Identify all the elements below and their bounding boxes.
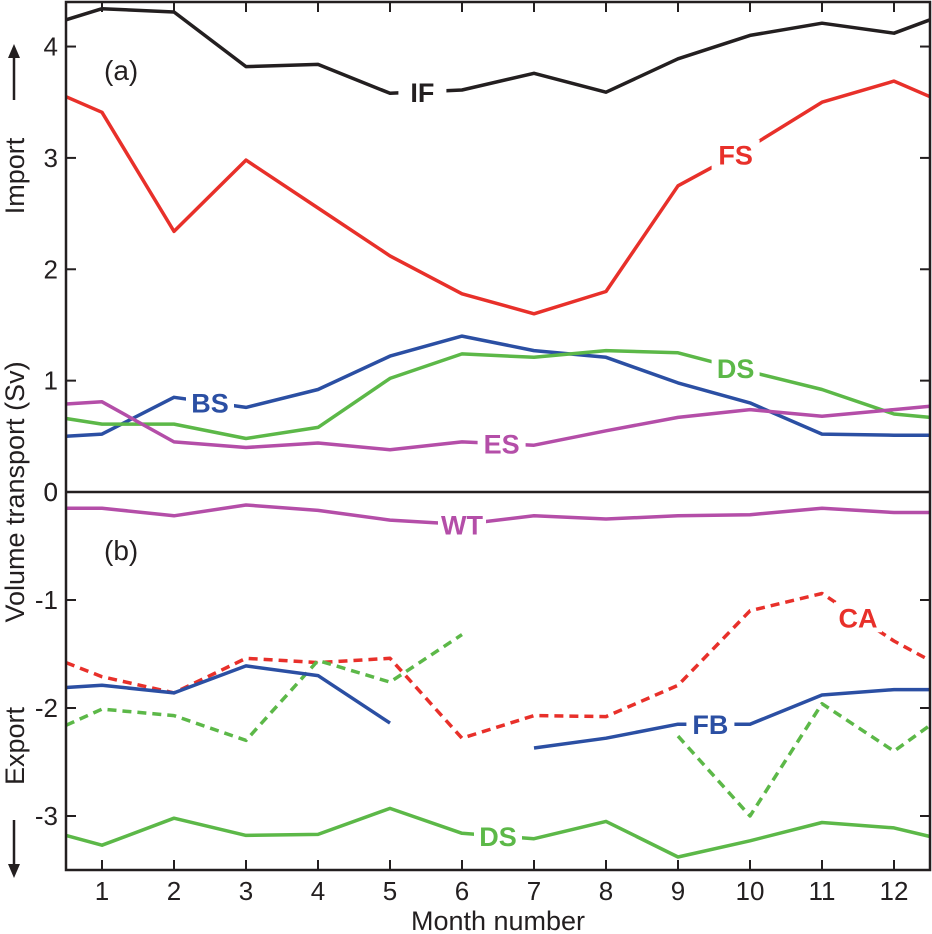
x-tick-label: 7: [527, 876, 541, 906]
series-line-if-a: [65, 6, 931, 96]
y-tick-label: 1: [44, 366, 58, 396]
series-label-fb: FB: [692, 710, 728, 740]
y-tick-label: 0: [44, 477, 58, 507]
series-label-ds: DS: [479, 822, 517, 852]
import-label: Import: [0, 137, 30, 214]
x-tick-label: 2: [167, 876, 181, 906]
x-tick-label: 3: [239, 876, 253, 906]
series-line-fs-a: [65, 79, 931, 316]
x-tick-label: 6: [455, 876, 469, 906]
series-line-fb-b: [533, 687, 930, 750]
series-label-fs: FS: [718, 141, 753, 171]
y-tick-label: 4: [44, 32, 58, 62]
x-tick-label: 8: [599, 876, 613, 906]
panel-b-label: (b): [104, 535, 138, 566]
series-label-gap: [711, 352, 760, 383]
series-line-fb-b: [65, 664, 391, 725]
x-tick-label: 11: [809, 876, 836, 906]
down-arrow-icon: [8, 864, 20, 878]
x-tick-label: 9: [671, 876, 685, 906]
y-tick-label: -3: [35, 801, 58, 831]
up-arrow-icon: [8, 44, 20, 58]
y-tick-label: -1: [35, 585, 58, 615]
series-label-wt: WT: [441, 510, 483, 540]
series-label-gap: [398, 76, 447, 107]
series-line-ca-b: [65, 591, 931, 740]
series-label-gap: [834, 602, 882, 633]
export-label: Export: [0, 706, 30, 785]
series-label-ds: DS: [717, 354, 755, 384]
export-indicator: Export: [0, 706, 30, 878]
series-line-ds-b: [676, 701, 932, 818]
x-tick-label: 10: [736, 876, 765, 906]
series-label-if: IF: [410, 78, 434, 108]
series-label-gap: [474, 820, 522, 851]
y-tick-label: 3: [44, 143, 58, 173]
x-tick-label: 5: [383, 876, 397, 906]
series-label-gap: [438, 509, 486, 540]
x-tick-label: 4: [311, 876, 325, 906]
plot-frame: [64, 0, 932, 872]
x-tick-label: 12: [880, 876, 909, 906]
y-axis-title: Volume transport (Sv): [0, 361, 30, 622]
series-label-gap: [686, 709, 735, 740]
series-label-gap: [186, 387, 234, 418]
series-label-es: ES: [484, 430, 520, 460]
y-tick-label: -2: [35, 693, 58, 723]
series-line-ds-b: [65, 633, 463, 743]
import-indicator: Import: [0, 44, 30, 214]
series-label-gap: [711, 139, 760, 170]
series-line-ds-a: [65, 348, 931, 441]
y-tick-label: 2: [44, 254, 58, 284]
series-label-bs: BS: [191, 388, 229, 418]
series-label-gap: [477, 428, 526, 459]
y-tick-label: 0: [44, 477, 58, 507]
panel-a-label: (a): [104, 55, 138, 86]
x-tick-label: 1: [95, 876, 109, 906]
series-line-wt-b: [66, 503, 930, 527]
x-axis-title: Month number: [411, 906, 585, 934]
series-line-bs-a: [65, 334, 930, 439]
series-label-ca: CA: [839, 603, 878, 633]
